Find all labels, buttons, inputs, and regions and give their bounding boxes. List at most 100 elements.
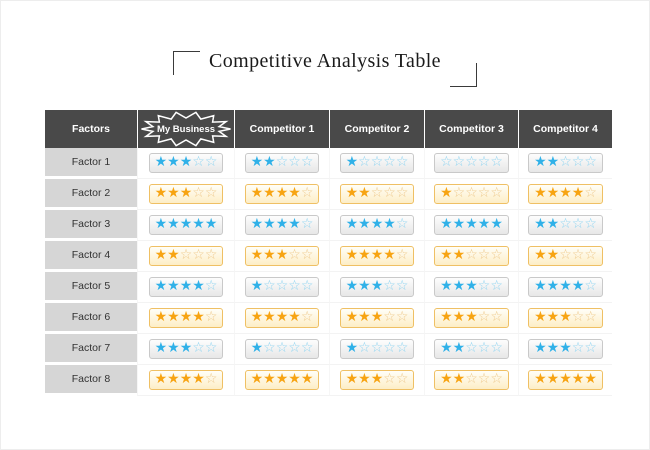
star-filled-icon[interactable]: ★ (534, 278, 547, 294)
star-empty-icon[interactable]: ☆ (452, 185, 466, 201)
star-filled-icon[interactable]: ★ (192, 309, 205, 325)
star-filled-icon[interactable]: ★ (370, 309, 384, 325)
star-filled-icon[interactable]: ★ (358, 371, 371, 387)
star-filled-icon[interactable]: ★ (250, 371, 264, 387)
star-filled-icon[interactable]: ★ (345, 371, 359, 387)
star-rating[interactable]: ★ ★ ☆ ☆ ☆ (528, 246, 603, 266)
star-empty-icon[interactable]: ☆ (370, 340, 384, 356)
star-rating[interactable]: ★ ★ ★ ★ ☆ (339, 215, 415, 235)
star-filled-icon[interactable]: ★ (154, 247, 168, 263)
star-empty-icon[interactable]: ☆ (490, 309, 503, 325)
star-empty-icon[interactable]: ☆ (490, 185, 503, 201)
star-empty-icon[interactable]: ☆ (477, 278, 491, 294)
star-filled-icon[interactable]: ★ (179, 154, 193, 170)
star-filled-icon[interactable]: ★ (250, 309, 264, 325)
star-filled-icon[interactable]: ★ (179, 185, 193, 201)
star-rating[interactable]: ★ ★ ★ ★ ☆ (528, 184, 603, 204)
star-rating[interactable]: ★ ★ ☆ ☆ ☆ (339, 184, 415, 204)
star-filled-icon[interactable]: ★ (250, 278, 264, 294)
star-empty-icon[interactable]: ☆ (571, 216, 585, 232)
star-empty-icon[interactable]: ☆ (571, 340, 585, 356)
star-empty-icon[interactable]: ☆ (204, 185, 218, 201)
star-filled-icon[interactable]: ★ (263, 371, 276, 387)
star-filled-icon[interactable]: ★ (440, 371, 453, 387)
star-filled-icon[interactable]: ★ (571, 278, 585, 294)
star-rating[interactable]: ★ ★ ☆ ☆ ☆ (434, 339, 509, 359)
star-empty-icon[interactable]: ☆ (300, 278, 314, 294)
star-filled-icon[interactable]: ★ (546, 309, 560, 325)
star-empty-icon[interactable]: ☆ (477, 371, 491, 387)
star-filled-icon[interactable]: ★ (370, 216, 384, 232)
star-empty-icon[interactable]: ☆ (192, 247, 205, 263)
star-rating[interactable]: ★ ★ ☆ ☆ ☆ (434, 246, 509, 266)
star-filled-icon[interactable]: ★ (383, 247, 396, 263)
star-rating[interactable]: ★ ★ ★ ☆ ☆ (339, 308, 415, 328)
star-filled-icon[interactable]: ★ (154, 185, 168, 201)
star-rating[interactable]: ★ ★ ★ ★ ☆ (244, 215, 320, 235)
star-filled-icon[interactable]: ★ (345, 309, 359, 325)
star-rating[interactable]: ★ ★ ★ ★ ☆ (148, 370, 224, 390)
star-empty-icon[interactable]: ☆ (490, 371, 503, 387)
star-rating[interactable]: ★ ★ ★ ☆ ☆ (339, 370, 415, 390)
star-filled-icon[interactable]: ★ (440, 278, 453, 294)
star-empty-icon[interactable]: ☆ (452, 154, 466, 170)
star-filled-icon[interactable]: ★ (250, 247, 264, 263)
star-filled-icon[interactable]: ★ (179, 371, 193, 387)
star-filled-icon[interactable]: ★ (370, 247, 384, 263)
star-empty-icon[interactable]: ☆ (395, 278, 409, 294)
star-rating[interactable]: ★ ★ ★ ☆ ☆ (148, 339, 224, 359)
star-empty-icon[interactable]: ☆ (559, 154, 572, 170)
star-empty-icon[interactable]: ☆ (275, 154, 289, 170)
star-empty-icon[interactable]: ☆ (204, 309, 218, 325)
star-empty-icon[interactable]: ☆ (383, 309, 396, 325)
star-filled-icon[interactable]: ★ (490, 216, 503, 232)
star-filled-icon[interactable]: ★ (167, 154, 180, 170)
star-filled-icon[interactable]: ★ (452, 309, 466, 325)
star-filled-icon[interactable]: ★ (534, 247, 547, 263)
star-filled-icon[interactable]: ★ (345, 278, 359, 294)
star-rating[interactable]: ★ ★ ★ ☆ ☆ (434, 308, 509, 328)
star-empty-icon[interactable]: ☆ (584, 185, 597, 201)
star-empty-icon[interactable]: ☆ (571, 154, 585, 170)
star-filled-icon[interactable]: ★ (275, 216, 289, 232)
star-filled-icon[interactable]: ★ (546, 371, 560, 387)
star-rating[interactable]: ★ ★ ★ ☆ ☆ (339, 277, 415, 297)
star-empty-icon[interactable]: ☆ (477, 185, 491, 201)
star-empty-icon[interactable]: ☆ (383, 371, 396, 387)
star-empty-icon[interactable]: ☆ (490, 278, 503, 294)
star-empty-icon[interactable]: ☆ (288, 247, 301, 263)
star-filled-icon[interactable]: ★ (559, 309, 572, 325)
star-filled-icon[interactable]: ★ (571, 371, 585, 387)
star-empty-icon[interactable]: ☆ (263, 340, 276, 356)
star-filled-icon[interactable]: ★ (167, 216, 180, 232)
star-filled-icon[interactable]: ★ (345, 154, 359, 170)
star-empty-icon[interactable]: ☆ (300, 154, 314, 170)
star-rating[interactable]: ★ ☆ ☆ ☆ ☆ (339, 153, 415, 173)
star-empty-icon[interactable]: ☆ (395, 340, 409, 356)
star-filled-icon[interactable]: ★ (275, 371, 289, 387)
star-filled-icon[interactable]: ★ (370, 371, 384, 387)
star-filled-icon[interactable]: ★ (263, 247, 276, 263)
star-filled-icon[interactable]: ★ (452, 278, 466, 294)
star-rating[interactable]: ★ ★ ★ ★ ★ (244, 370, 320, 390)
star-filled-icon[interactable]: ★ (534, 154, 547, 170)
star-filled-icon[interactable]: ★ (167, 371, 180, 387)
star-filled-icon[interactable]: ★ (192, 371, 205, 387)
star-empty-icon[interactable]: ☆ (395, 247, 409, 263)
star-rating[interactable]: ★ ★ ★ ☆ ☆ (148, 184, 224, 204)
star-empty-icon[interactable]: ☆ (584, 154, 597, 170)
star-filled-icon[interactable]: ★ (546, 340, 560, 356)
star-filled-icon[interactable]: ★ (263, 309, 276, 325)
star-empty-icon[interactable]: ☆ (440, 154, 453, 170)
star-filled-icon[interactable]: ★ (571, 185, 585, 201)
star-rating[interactable]: ★ ★ ★ ★ ☆ (528, 277, 603, 297)
star-filled-icon[interactable]: ★ (179, 309, 193, 325)
star-empty-icon[interactable]: ☆ (358, 154, 371, 170)
star-filled-icon[interactable]: ★ (300, 371, 314, 387)
star-rating[interactable]: ★ ★ ★ ☆ ☆ (528, 339, 603, 359)
star-filled-icon[interactable]: ★ (167, 247, 180, 263)
star-rating[interactable]: ★ ★ ★ ☆ ☆ (244, 246, 320, 266)
star-filled-icon[interactable]: ★ (452, 371, 466, 387)
star-rating[interactable]: ★ ★ ☆ ☆ ☆ (244, 153, 320, 173)
star-filled-icon[interactable]: ★ (167, 185, 180, 201)
